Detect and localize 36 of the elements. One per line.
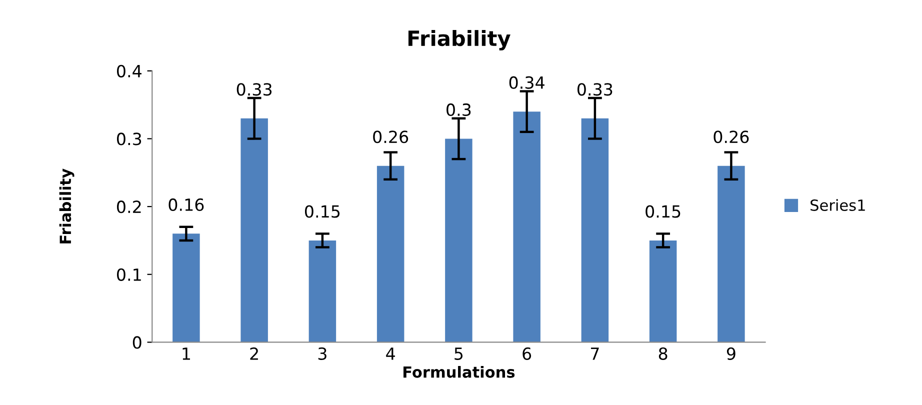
x-tick-label: 1: [182, 348, 190, 360]
data-label: 0.26: [714, 130, 749, 144]
bar: [649, 240, 677, 342]
x-axis-title: Formulations: [403, 366, 515, 378]
data-label: 0.34: [509, 76, 544, 89]
legend-label: Series1: [810, 199, 865, 211]
bar: [445, 138, 472, 342]
x-tick-label: 8: [658, 347, 668, 360]
bar: [581, 118, 609, 342]
bar: [308, 240, 336, 342]
y-tick-label: 0.2: [117, 200, 141, 214]
y-tick-label: 0.3: [117, 132, 142, 146]
data-label: 0.26: [373, 130, 408, 144]
bar: [240, 118, 268, 342]
data-label: 0.15: [304, 205, 340, 218]
bar: [172, 234, 200, 342]
x-tick-label: 7: [591, 348, 599, 360]
bar: [376, 166, 404, 342]
x-tick-label: 3: [318, 347, 326, 360]
chart-title: Friability: [408, 30, 510, 50]
bar: [513, 112, 540, 342]
x-tick-label: 9: [726, 347, 736, 360]
data-label: 0.33: [577, 83, 612, 96]
data-label: 0.15: [646, 205, 680, 218]
x-tick-label: 2: [250, 347, 258, 360]
bar: [718, 166, 745, 342]
x-tick-label: 5: [454, 348, 463, 360]
data-label: 0.3: [446, 103, 471, 116]
x-tick-label: 4: [386, 348, 395, 360]
y-axis-title: Friability: [59, 168, 74, 244]
x-tick-label: 6: [522, 347, 532, 360]
data-label: 0.16: [168, 198, 204, 212]
y-tick-label: 0: [132, 336, 142, 349]
data-label: 0.33: [236, 83, 272, 96]
y-tick-label: 0.4: [117, 64, 142, 78]
y-tick-label: 0.1: [117, 268, 141, 281]
